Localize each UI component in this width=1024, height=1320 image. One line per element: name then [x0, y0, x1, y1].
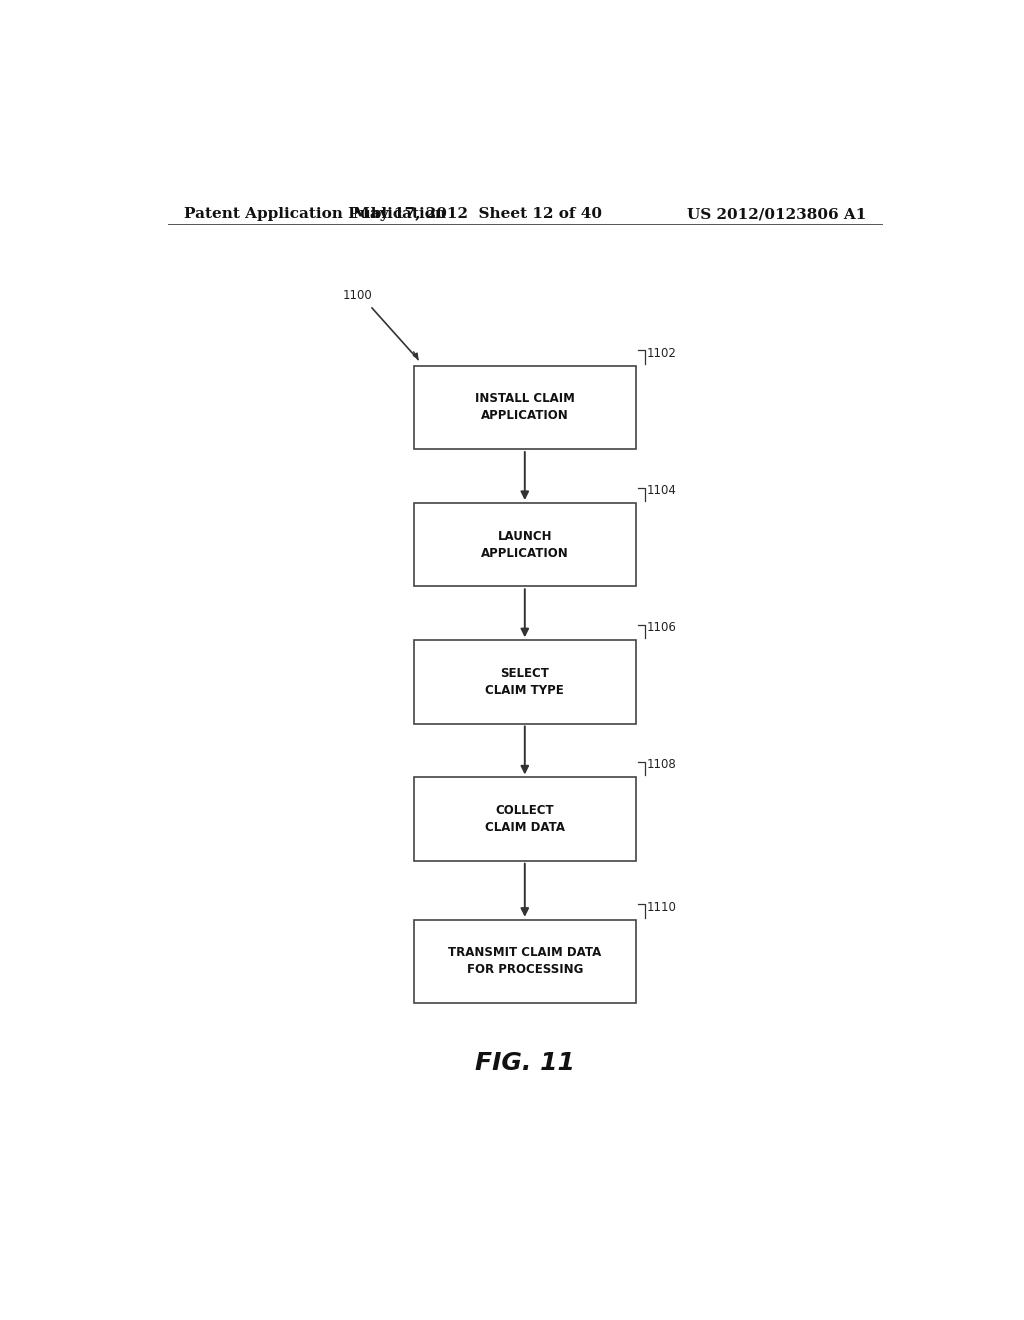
Text: 1102: 1102 [646, 347, 676, 359]
Text: 1108: 1108 [646, 758, 676, 771]
Text: US 2012/0123806 A1: US 2012/0123806 A1 [687, 207, 866, 222]
Text: 1110: 1110 [646, 900, 676, 913]
Bar [414, 366, 636, 449]
Text: 1104: 1104 [646, 484, 676, 496]
Text: SELECT
CLAIM TYPE: SELECT CLAIM TYPE [485, 667, 564, 697]
Text: Patent Application Publication: Patent Application Publication [183, 207, 445, 222]
Text: 1100: 1100 [342, 289, 372, 302]
Text: TRANSMIT CLAIM DATA
FOR PROCESSING: TRANSMIT CLAIM DATA FOR PROCESSING [449, 946, 601, 977]
Text: 1106: 1106 [646, 622, 676, 634]
Bar [414, 920, 636, 1003]
Text: May 17, 2012  Sheet 12 of 40: May 17, 2012 Sheet 12 of 40 [352, 207, 602, 222]
Bar [414, 503, 636, 586]
Text: LAUNCH
APPLICATION: LAUNCH APPLICATION [481, 529, 568, 560]
Text: INSTALL CLAIM
APPLICATION: INSTALL CLAIM APPLICATION [475, 392, 574, 422]
Text: FIG. 11: FIG. 11 [475, 1051, 574, 1074]
Bar [414, 777, 636, 861]
Text: COLLECT
CLAIM DATA: COLLECT CLAIM DATA [484, 804, 565, 834]
Bar [414, 640, 636, 723]
